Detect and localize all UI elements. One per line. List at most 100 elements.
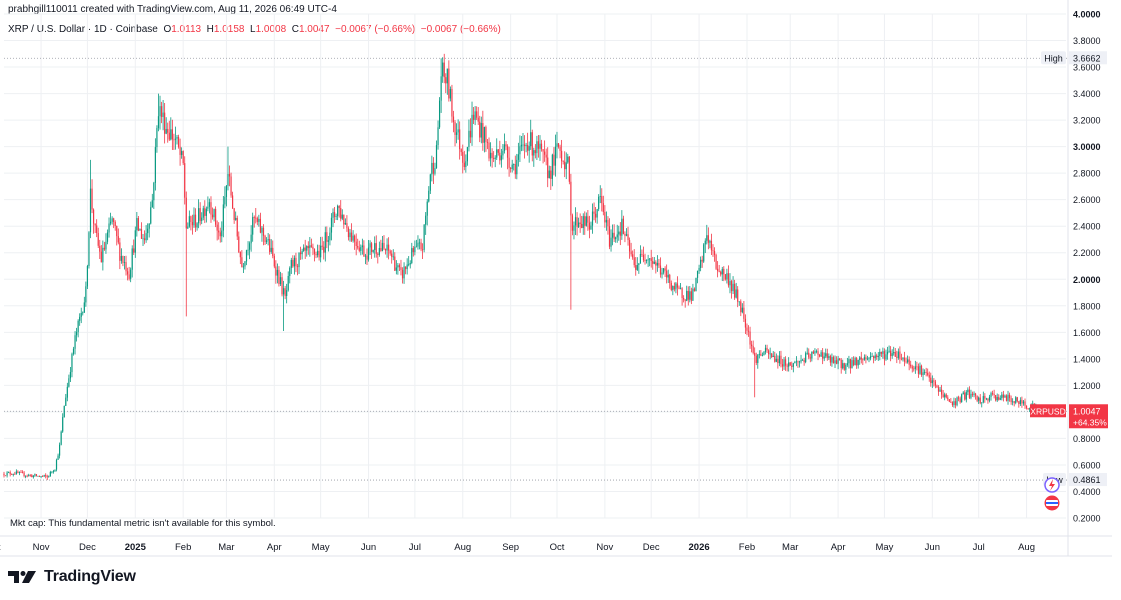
candle-body: [780, 355, 782, 365]
candle-body: [848, 359, 850, 364]
candle-body: [250, 234, 252, 244]
candle-body: [582, 216, 584, 228]
candle-body: [408, 264, 410, 266]
candle-body: [429, 174, 431, 191]
candle-body: [959, 398, 961, 403]
candle-body: [859, 357, 861, 360]
candle-body: [721, 268, 723, 275]
candle-body: [849, 359, 852, 369]
candle-body: [457, 129, 459, 133]
candle-body: [383, 242, 385, 249]
candle-body: [846, 363, 848, 365]
candle-body: [143, 238, 146, 241]
candle-body: [732, 283, 734, 292]
candle-body: [545, 154, 547, 158]
candle-body: [707, 235, 709, 243]
y-tick-label: 1.8000: [1073, 301, 1101, 311]
candle-body: [363, 245, 365, 257]
candle-body: [434, 168, 436, 174]
candle-body: [431, 162, 433, 175]
price-chart: 0.20000.40000.60000.80001.00001.20001.40…: [0, 0, 1112, 557]
y-tick-label: 0.6000: [1073, 460, 1101, 470]
y-tick-label: 3.8000: [1073, 36, 1101, 46]
candle-body: [460, 149, 462, 153]
candle-body: [71, 353, 73, 373]
candle-body: [564, 161, 566, 170]
candle-body: [865, 357, 867, 360]
x-tick-label: Nov: [596, 542, 613, 553]
candle-body: [136, 218, 138, 231]
candle-body: [119, 242, 121, 261]
candle-body: [760, 353, 762, 356]
candle-body: [965, 392, 967, 400]
candle-body: [718, 270, 720, 272]
candle-body: [218, 230, 220, 233]
candle-body: [164, 112, 166, 134]
candle-body: [970, 393, 972, 398]
candle-body: [340, 208, 342, 219]
candle-body: [96, 225, 98, 234]
candle-body: [258, 218, 260, 222]
candle-body: [584, 216, 586, 226]
candle-body: [352, 235, 354, 241]
candle-body: [679, 288, 682, 290]
candle-body: [641, 254, 643, 256]
candle-body: [235, 217, 237, 220]
candle-body: [173, 139, 175, 141]
candle-body: [920, 365, 923, 375]
candle-body: [774, 355, 776, 362]
candle-body: [49, 472, 51, 477]
candle-body: [247, 249, 249, 251]
y-tick-label: 0.2000: [1073, 514, 1101, 524]
candle-body: [292, 259, 294, 267]
candle-body: [670, 282, 672, 290]
candle-body: [911, 366, 913, 369]
candle-body: [1022, 401, 1025, 404]
candle-body: [269, 239, 271, 252]
candle-body: [227, 173, 229, 186]
candle-body: [162, 112, 164, 117]
candle-body: [330, 217, 333, 233]
candle-body: [471, 114, 473, 138]
candle-body: [28, 474, 30, 476]
candle-body: [315, 254, 317, 256]
candle-body: [556, 143, 558, 147]
candle-body: [389, 250, 391, 254]
candle-body: [928, 374, 930, 378]
candle-body: [681, 288, 683, 298]
candle-body: [391, 253, 393, 257]
candle-body: [3, 473, 5, 476]
candle-body: [282, 288, 285, 295]
candle-body: [661, 272, 663, 275]
candle-body: [882, 351, 884, 354]
candle-body: [712, 250, 714, 252]
candle-body: [800, 359, 802, 362]
x-tick-label: Aug: [1018, 542, 1035, 553]
candle-body: [825, 353, 827, 357]
candle-body: [202, 208, 204, 218]
candle-body: [621, 218, 623, 236]
candle-body: [483, 127, 485, 143]
candle-body: [948, 399, 950, 402]
candle-body: [355, 241, 357, 246]
candle-body: [974, 393, 977, 396]
x-tick-label: Apr: [831, 542, 846, 553]
candle-body: [622, 218, 625, 234]
candle-body: [488, 142, 490, 159]
candle-body: [349, 232, 351, 238]
candle-body: [279, 277, 282, 285]
candle-body: [154, 147, 156, 183]
candle-body: [616, 234, 618, 238]
candle-body: [548, 170, 550, 179]
candle-body: [182, 151, 184, 164]
candle-body: [613, 232, 615, 240]
candle-body: [499, 152, 501, 161]
candle-body: [123, 262, 126, 263]
candle-body: [216, 224, 218, 231]
candle-body: [658, 262, 660, 266]
candle-body: [225, 185, 228, 197]
candle-body: [797, 361, 799, 363]
candle-body: [939, 389, 941, 392]
candle-body: [184, 163, 186, 198]
candle-body: [459, 129, 461, 150]
